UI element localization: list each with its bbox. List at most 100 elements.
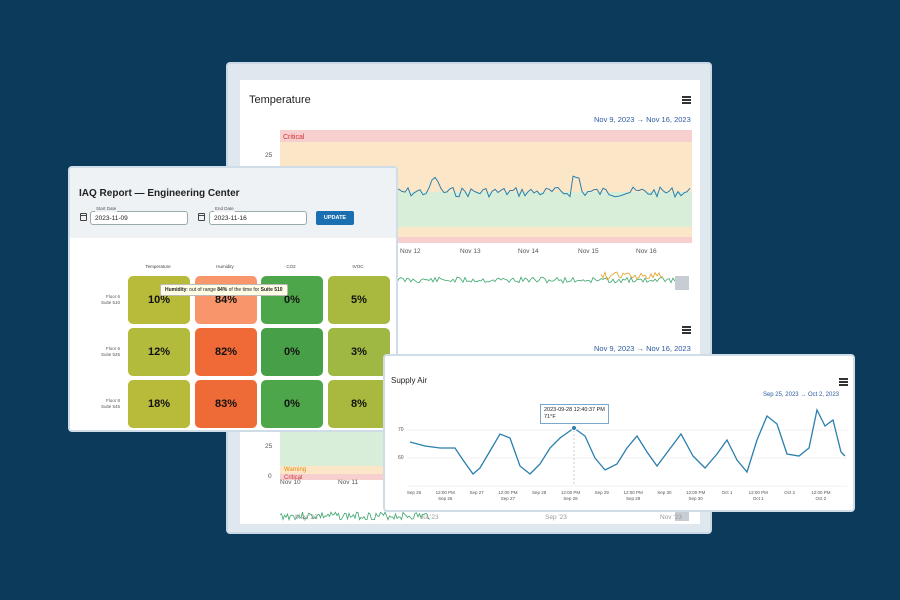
metric-cell[interactable]: 18% [128, 380, 190, 428]
metric-cell[interactable]: 5% [328, 276, 390, 324]
row-suite: Suite 510 [100, 300, 120, 305]
x-label-line: Sep 26 [438, 496, 453, 501]
x-tick: Nov 15 [578, 248, 599, 255]
y-tick: 25 [265, 152, 273, 159]
y-tick: 60 [398, 455, 404, 461]
row-header: Floor 8 Suite 545 [80, 398, 120, 410]
x-label-line: 12:00 PM [560, 490, 581, 495]
navigator-series [394, 276, 680, 284]
x-tick: Nov 12 [400, 248, 421, 255]
tooltip-suite: Suite 510 [260, 287, 283, 293]
x-tick: Nov 16 [636, 248, 657, 255]
column-header: Temperature [145, 264, 171, 269]
navigator-handle[interactable] [675, 511, 689, 521]
x-label-line: Oct 1 [721, 490, 733, 495]
nav-tick: Jul '23 [420, 514, 439, 521]
hover-point[interactable] [571, 425, 577, 431]
end-date-label: End Date [214, 206, 235, 212]
row-floor: Floor 8 [105, 398, 120, 403]
x-label: 12:00 PM Sep 28 [556, 490, 586, 502]
x-tick: Nov 14 [518, 248, 539, 255]
critical-label: Critical [284, 475, 302, 481]
nav-tick: Sep '23 [545, 514, 567, 521]
x-label: Sep 26 [399, 490, 429, 496]
metric-cell[interactable]: 0% [261, 328, 323, 376]
row-header: Floor 6 Suite 510 [80, 294, 120, 306]
start-date-field[interactable]: Start Date 2023-11-09 [90, 206, 188, 225]
metric-cell[interactable]: 0% [261, 276, 323, 324]
date-range: Nov 9, 2023 → Nov 16, 2023 [594, 115, 691, 124]
end-date-field[interactable]: End Date 2023-11-16 [209, 206, 307, 225]
critical-band [280, 130, 692, 142]
x-label-line: 12:00 PM [748, 490, 768, 495]
y-tick: 0 [268, 473, 272, 480]
row-floor: Floor 6 [105, 294, 120, 299]
supply-air-tooltip: 2023-09-28 12:40:37 PM 71°F [540, 404, 609, 424]
metric-cell[interactable]: 3% [328, 328, 390, 376]
supply-air-window: Supply Air Sep 25, 2023 → Oct 2, 2023 70… [383, 354, 855, 512]
x-tick: Nov 10 [280, 479, 301, 486]
column-header: CO2 [286, 264, 296, 269]
y-tick: 70 [398, 427, 404, 433]
supply-air-chart [407, 408, 847, 487]
y-tick: 25 [265, 443, 273, 450]
range-start[interactable]: Nov 9, 2023 [594, 344, 635, 353]
menu-icon[interactable] [839, 378, 848, 386]
x-label: 12:00 PM Sep 26 [430, 490, 460, 502]
iaq-header [70, 168, 396, 238]
range-end[interactable]: Nov 16, 2023 [646, 115, 691, 124]
x-label-line: Sep 28 [532, 490, 547, 495]
calendar-icon[interactable] [198, 213, 205, 221]
x-label-line: 12:00 PM [811, 490, 831, 495]
x-label-line: Oct 2 [815, 496, 827, 501]
tooltip-value: 71°F [544, 414, 556, 420]
nav-tick: Nov '23 [660, 514, 682, 521]
menu-icon[interactable] [682, 96, 691, 104]
x-label-line: Sep 27 [500, 496, 516, 501]
navigator-handle[interactable] [675, 276, 689, 290]
tooltip-pct: 84% [217, 287, 228, 293]
range-start[interactable]: Nov 9, 2023 [594, 115, 635, 124]
navigator-series [280, 511, 431, 522]
x-label: Sep 30 [649, 490, 679, 496]
iaq-title: IAQ Report — Engineering Center [79, 188, 240, 199]
x-label-line: Sep 28 [563, 496, 578, 501]
x-label-line: 12:00 PM [623, 490, 643, 495]
x-label: Sep 27 [462, 490, 492, 496]
x-tick: Nov 11 [338, 479, 359, 486]
date-range-2: Nov 9, 2023 → Nov 16, 2023 [594, 344, 691, 353]
tooltip-text: : out of range [186, 287, 218, 293]
tooltip-time: 2023-09-28 12:40:37 PM [544, 407, 605, 413]
calendar-icon[interactable] [80, 213, 87, 221]
range-arrow: → [636, 115, 645, 124]
end-date-value: 2023-11-16 [214, 215, 247, 222]
x-label-line: 12:00 PM [498, 490, 518, 495]
tooltip-text: of the time for [227, 287, 261, 293]
x-label: 12:00 PM Sep 27 [493, 490, 523, 502]
nav-tick: May '23 [295, 514, 318, 521]
x-label: Oct 1 [712, 490, 742, 496]
temperature-series [389, 175, 691, 199]
x-label: Sep 29 [587, 490, 617, 496]
range-end[interactable]: Nov 16, 2023 [646, 344, 691, 353]
row-suite: Suite 525 [100, 352, 120, 357]
row-header: Floor 6 Suite 525 [80, 346, 120, 358]
warning-label: Warning [284, 467, 306, 473]
metric-cell[interactable]: 0% [261, 380, 323, 428]
update-button[interactable]: UPDATE [316, 211, 354, 225]
metric-cell[interactable]: 83% [195, 380, 257, 428]
menu-icon[interactable] [682, 326, 691, 334]
x-label-line: Oct 1 [752, 496, 764, 501]
tooltip-metric: Humidity [165, 287, 187, 293]
x-label-line: Sep 26 [406, 490, 422, 495]
date-range[interactable]: Sep 25, 2023 → Oct 2, 2023 [762, 392, 839, 398]
x-label: Sep 28 [524, 490, 554, 496]
x-label: 12:00 PM Sep 30 [681, 490, 711, 502]
metric-cell[interactable]: 8% [328, 380, 390, 428]
metric-cell[interactable]: 12% [128, 328, 190, 376]
metric-cell[interactable]: 82% [195, 328, 257, 376]
warning-band-low [280, 227, 692, 237]
supply-air-title: Supply Air [391, 376, 428, 385]
start-date-label: Start Date [95, 206, 118, 212]
x-label: 12:00 PM Sep 29 [618, 490, 648, 502]
